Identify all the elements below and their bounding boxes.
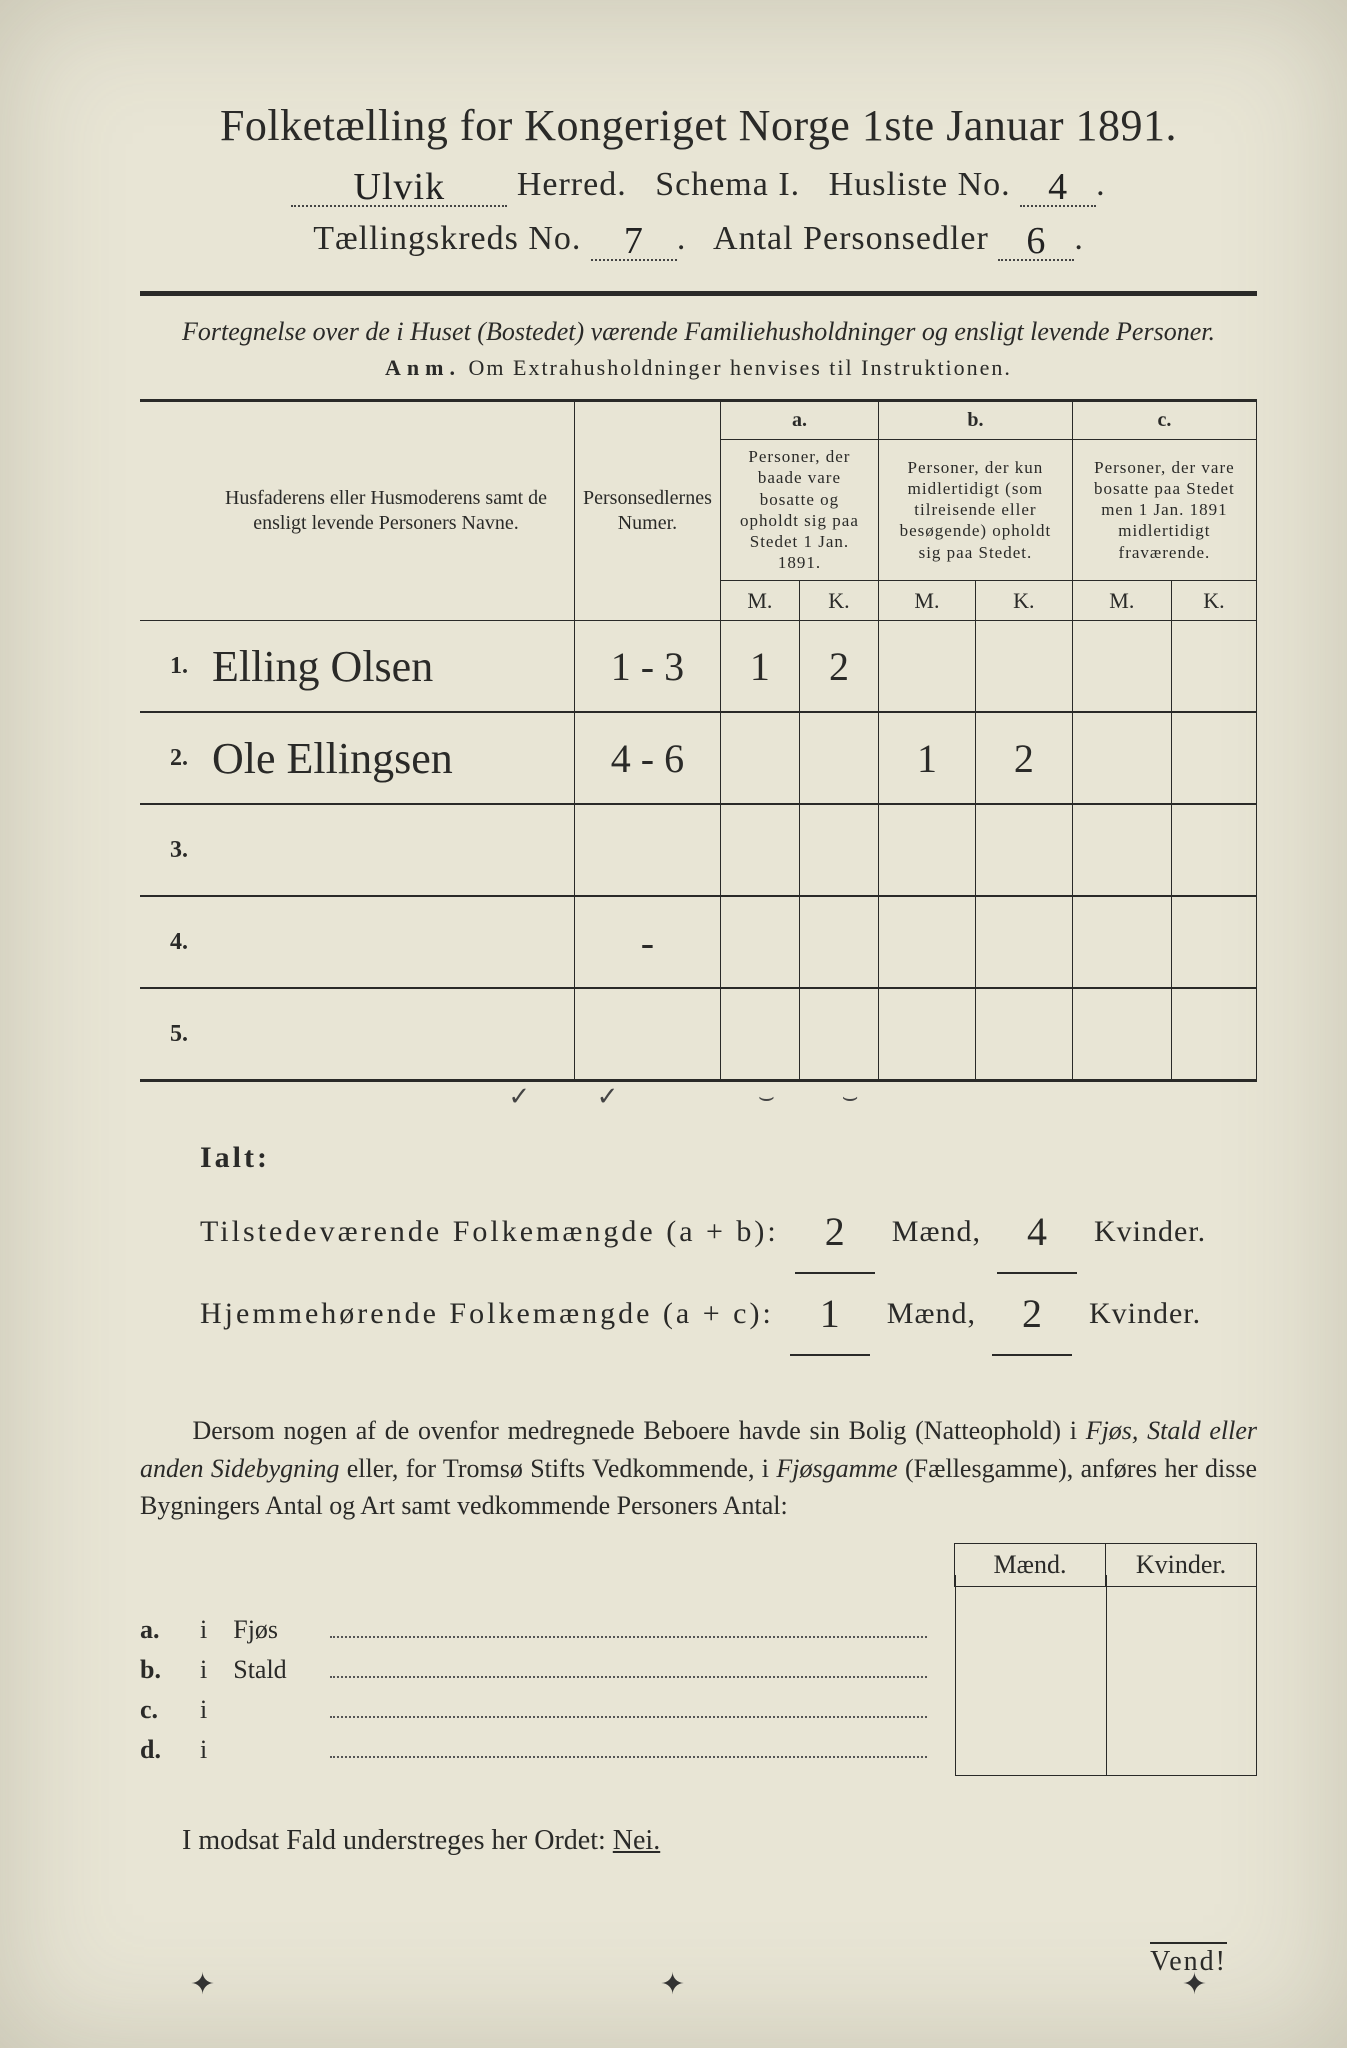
table-row: 2. Ole Ellingsen 4 - 6 1 2	[140, 712, 1257, 804]
check-marks: ✓ ✓ ⌣ ⌣	[140, 1082, 1257, 1102]
table-row: 5.	[140, 988, 1257, 1081]
husliste-label: Husliste No.	[829, 166, 1011, 203]
col-a-text: Personer, der baade vare bosatte og opho…	[720, 440, 878, 581]
kreds-no: 7	[624, 220, 644, 262]
side-row: d. i	[140, 1735, 937, 1765]
form-title: Folketælling for Kongeriget Norge 1ste J…	[140, 100, 1257, 151]
table-row: 4. -	[140, 896, 1257, 988]
nei-underline: Nei.	[613, 1825, 660, 1856]
summary-block: Ialt: Tilstedeværende Folkemængde (a + b…	[140, 1128, 1257, 1352]
antal-value: 6	[1026, 220, 1046, 262]
side-row: a. i Fjøs	[140, 1615, 937, 1645]
side-row: c. i	[140, 1695, 937, 1725]
col-a-m: M.	[720, 580, 799, 621]
husliste-no: 4	[1048, 166, 1068, 208]
mk-body-box	[955, 1575, 1257, 1776]
tack-icon: ✦	[190, 1967, 215, 2002]
col-c-k: K.	[1171, 580, 1256, 621]
census-form-page: Folketælling for Kongeriget Norge 1ste J…	[0, 0, 1347, 2048]
col-c-text: Personer, der vare bosatte paa Stedet me…	[1072, 440, 1256, 581]
note-italic: Fortegnelse over de i Huset (Bostedet) v…	[180, 314, 1217, 349]
col-c-m: M.	[1072, 580, 1171, 621]
kreds-label: Tællingskreds No.	[313, 220, 581, 257]
anm-line: Anm. Om Extrahusholdninger henvises til …	[140, 355, 1257, 381]
table-row: 3.	[140, 804, 1257, 896]
col-name-header: Husfaderens eller Husmoderens samt de en…	[198, 401, 575, 621]
anm-label: Anm.	[385, 355, 461, 380]
col-a-label: a.	[720, 401, 878, 440]
herred-label: Herred.	[517, 166, 627, 203]
footer-line: I modsat Fald understreges her Ordet: Ne…	[140, 1825, 1257, 1857]
col-b-label: b.	[879, 401, 1073, 440]
col-b-m: M.	[879, 580, 976, 621]
header-line-2: Tællingskreds No. 7. Antal Personsedler …	[140, 215, 1257, 261]
col-b-k: K.	[975, 580, 1072, 621]
tack-icon: ✦	[660, 1967, 685, 2002]
side-building-block: Mænd. Kvinder. a. i Fjøs b. i Stald c. i…	[140, 1543, 1257, 1765]
col-c-label: c.	[1072, 401, 1256, 440]
col-numer-header: Personsedlernes Numer.	[575, 401, 721, 621]
tack-icon: ✦	[1182, 1967, 1207, 2002]
header-line-1: Ulvik Herred. Schema I. Husliste No. 4.	[140, 161, 1257, 207]
summary-line-2: Hjemmehørende Folkemængde (a + c): 1 Mæn…	[200, 1270, 1257, 1352]
table-body: 1. Elling Olsen 1 - 3 1 2 2. Ole Ellings…	[140, 621, 1257, 1081]
col-b-text: Personer, der kun midlertidigt (som tilr…	[879, 440, 1073, 581]
side-row: b. i Stald	[140, 1655, 937, 1685]
anm-text: Om Extrahusholdninger henvises til Instr…	[469, 355, 1012, 380]
paragraph: Dersom nogen af de ovenfor medregnede Be…	[140, 1412, 1257, 1525]
divider-1	[140, 291, 1257, 296]
antal-label: Antal Personsedler	[713, 220, 989, 257]
col-a-k: K.	[799, 580, 878, 621]
table-row: 1. Elling Olsen 1 - 3 1 2	[140, 621, 1257, 713]
ialt-label: Ialt:	[200, 1128, 1257, 1188]
herred-value: Ulvik	[354, 166, 446, 208]
summary-line-1: Tilstedeværende Folkemængde (a + b): 2 M…	[200, 1188, 1257, 1270]
schema-label: Schema I.	[655, 166, 800, 203]
main-table: Husfaderens eller Husmoderens samt de en…	[140, 399, 1257, 1082]
